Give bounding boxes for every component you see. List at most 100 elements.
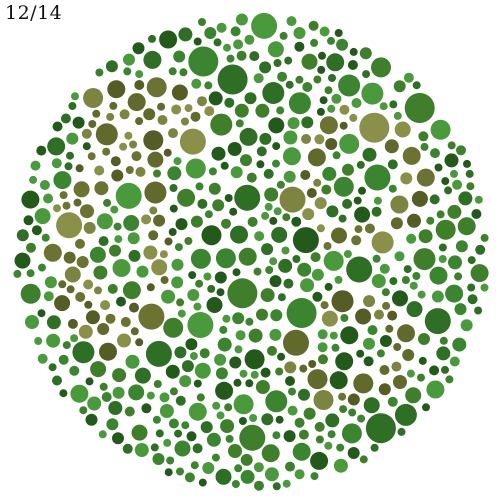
plate-dot — [85, 377, 94, 386]
plate-dot — [301, 53, 318, 70]
plate-dot — [313, 75, 322, 84]
plate-dot — [92, 109, 101, 118]
plate-dot — [145, 340, 172, 367]
plate-dot — [235, 330, 246, 341]
plate-dot — [356, 160, 365, 169]
plate-dot — [390, 217, 403, 230]
plate-dot — [324, 441, 333, 450]
plate-dot — [248, 328, 263, 343]
plate-dot — [166, 456, 175, 465]
plate-dot — [299, 364, 308, 373]
plate-dot — [455, 240, 468, 253]
plate-dot — [105, 313, 116, 324]
plate-dot — [201, 225, 222, 246]
plate-dot — [143, 108, 156, 121]
plate-dot — [295, 75, 304, 84]
plate-dot — [409, 281, 418, 290]
plate-dot — [318, 354, 328, 365]
plate-dot — [447, 141, 456, 150]
plate-dot — [333, 458, 348, 473]
plate-dot — [53, 204, 61, 213]
plate-dot — [301, 116, 314, 129]
plate-dot — [349, 113, 358, 122]
plate-dot — [197, 198, 208, 209]
plate-dot — [123, 67, 132, 76]
plate-dot — [239, 424, 266, 451]
plate-dot — [418, 229, 433, 244]
plate-dot — [265, 390, 288, 413]
plate-dot — [340, 326, 359, 345]
plate-dot — [463, 159, 471, 168]
plate-dot — [124, 406, 135, 417]
plate-dot — [173, 157, 182, 166]
plate-dot — [270, 309, 283, 322]
plate-dot — [260, 367, 271, 378]
plate-dot — [217, 64, 248, 95]
plate-dot — [339, 405, 348, 414]
plate-dot — [73, 181, 90, 198]
plate-dot — [340, 314, 349, 322]
plate-dot — [315, 435, 324, 444]
plate-dot — [351, 98, 362, 108]
plate-dot — [190, 461, 199, 470]
plate-dot — [331, 290, 354, 313]
plate-dot — [430, 148, 440, 159]
plate-dot — [456, 145, 466, 156]
plate-dot — [374, 309, 384, 320]
plate-dot — [388, 184, 397, 193]
plate-dot — [215, 367, 228, 380]
plate-dot — [260, 288, 275, 303]
plate-dot — [402, 349, 415, 361]
plate-dot — [163, 438, 172, 447]
plate-dot — [336, 38, 349, 51]
plate-dot — [436, 346, 451, 361]
plate-dot — [287, 405, 298, 416]
plate-dot — [184, 237, 193, 245]
plate-dot — [278, 258, 293, 273]
plate-dot — [261, 444, 280, 463]
plate-dot — [397, 324, 415, 343]
plate-dot — [267, 41, 284, 58]
plate-dot — [204, 106, 215, 117]
plate-dot — [474, 195, 483, 204]
plate-dot — [169, 387, 178, 396]
plate-dot — [261, 211, 270, 220]
plate-dot — [320, 301, 329, 310]
plate-dot — [259, 132, 272, 145]
plate-dot — [153, 169, 161, 178]
plate-dot — [37, 309, 46, 318]
plate-dot — [46, 333, 61, 348]
plate-dot — [152, 415, 161, 424]
plate-dot — [238, 247, 257, 266]
plate-dot — [225, 434, 234, 443]
plate-dot — [382, 301, 391, 310]
plate-dot — [41, 233, 50, 242]
plate-dot — [131, 424, 148, 441]
plate-dot — [467, 294, 478, 305]
plate-dot — [347, 60, 358, 70]
plate-dot — [284, 56, 293, 65]
plate-dot — [169, 204, 178, 213]
plate-dot — [227, 278, 258, 309]
plate-dot — [189, 352, 198, 360]
plate-dot — [331, 227, 347, 244]
plate-dot — [387, 310, 398, 321]
plate-dot — [66, 151, 74, 160]
plate-dot — [314, 421, 325, 432]
plate-dot — [112, 386, 125, 399]
plate-dot — [198, 478, 207, 487]
plate-dot — [212, 199, 225, 212]
plate-dot — [342, 163, 354, 176]
plate-dot — [272, 142, 281, 151]
plate-dot — [313, 390, 334, 410]
plate-dot — [220, 161, 229, 170]
plate-dot — [179, 128, 206, 155]
plate-dot — [457, 217, 476, 236]
plate-dot — [185, 158, 206, 179]
plate-dot — [16, 229, 29, 242]
plate-dot — [123, 215, 140, 231]
plate-dot — [452, 337, 467, 352]
plate-dot — [361, 82, 384, 105]
plate-dot — [435, 219, 456, 240]
plate-dot — [204, 27, 217, 39]
